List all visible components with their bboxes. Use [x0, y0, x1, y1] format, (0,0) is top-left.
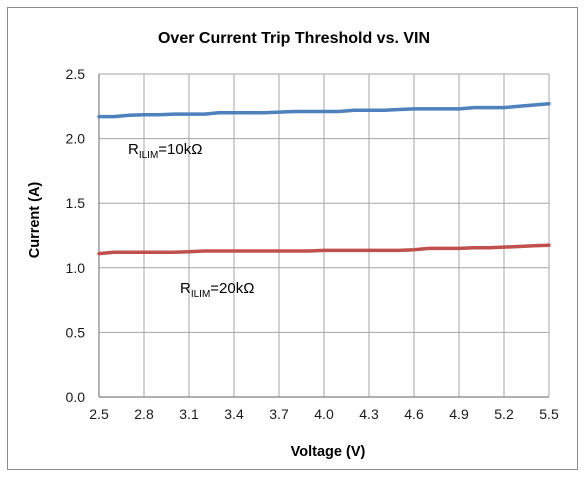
x-tick-label: 5.2 — [494, 406, 514, 422]
x-tick-label: 2.5 — [89, 406, 109, 422]
y-tick-label: 1.0 — [66, 260, 86, 276]
series-label-10k-sub: ILIM — [139, 150, 158, 161]
series-label-10k: RILIM=10kΩ — [128, 141, 202, 161]
chart-svg: Over Current Trip Threshold vs. VIN 2.5 2… — [27, 30, 559, 460]
series-line-0 — [97, 101, 551, 119]
x-tick-label: 3.4 — [224, 406, 244, 422]
axis-layer: 2.5 2.8 3.1 3.4 3.7 4.0 4.3 4.6 4.9 5.2 5.5 0.0 0.5 1… — [66, 66, 559, 422]
series-label-20k-main: R — [180, 280, 191, 297]
y-tick-label: 1.5 — [66, 195, 86, 211]
y-tick-label: 2.5 — [66, 66, 86, 82]
x-tick-label: 4.0 — [314, 406, 334, 422]
x-tick-label: 3.1 — [179, 406, 199, 422]
series-label-20k: RILIM=20kΩ — [180, 280, 254, 300]
x-tick-label: 3.7 — [269, 406, 289, 422]
series-label-10k-rest: =10kΩ — [158, 141, 202, 158]
x-tick-label: 2.8 — [134, 406, 154, 422]
y-tick-label: 0.5 — [66, 324, 86, 340]
x-tick-label: 4.9 — [449, 406, 469, 422]
series-label-20k-rest: =20kΩ — [210, 280, 254, 297]
y-axis-title: Current (A) — [27, 182, 43, 259]
y-tick-label: 0.0 — [66, 389, 86, 405]
x-axis-title: Voltage (V) — [291, 444, 366, 460]
x-tick-label: 4.3 — [359, 406, 379, 422]
y-tick-label: 2.0 — [66, 131, 86, 147]
series-layer — [97, 101, 551, 256]
series-label-20k-sub: ILIM — [191, 289, 210, 300]
chart-frame: Over Current Trip Threshold vs. VIN 2.5 2… — [7, 7, 578, 470]
x-tick-label: 5.5 — [539, 406, 559, 422]
series-line-1 — [97, 243, 551, 256]
grid-layer — [98, 73, 550, 398]
series-label-10k-main: R — [128, 141, 139, 158]
chart-title: Over Current Trip Threshold vs. VIN — [158, 30, 430, 47]
x-tick-label: 4.6 — [404, 406, 424, 422]
